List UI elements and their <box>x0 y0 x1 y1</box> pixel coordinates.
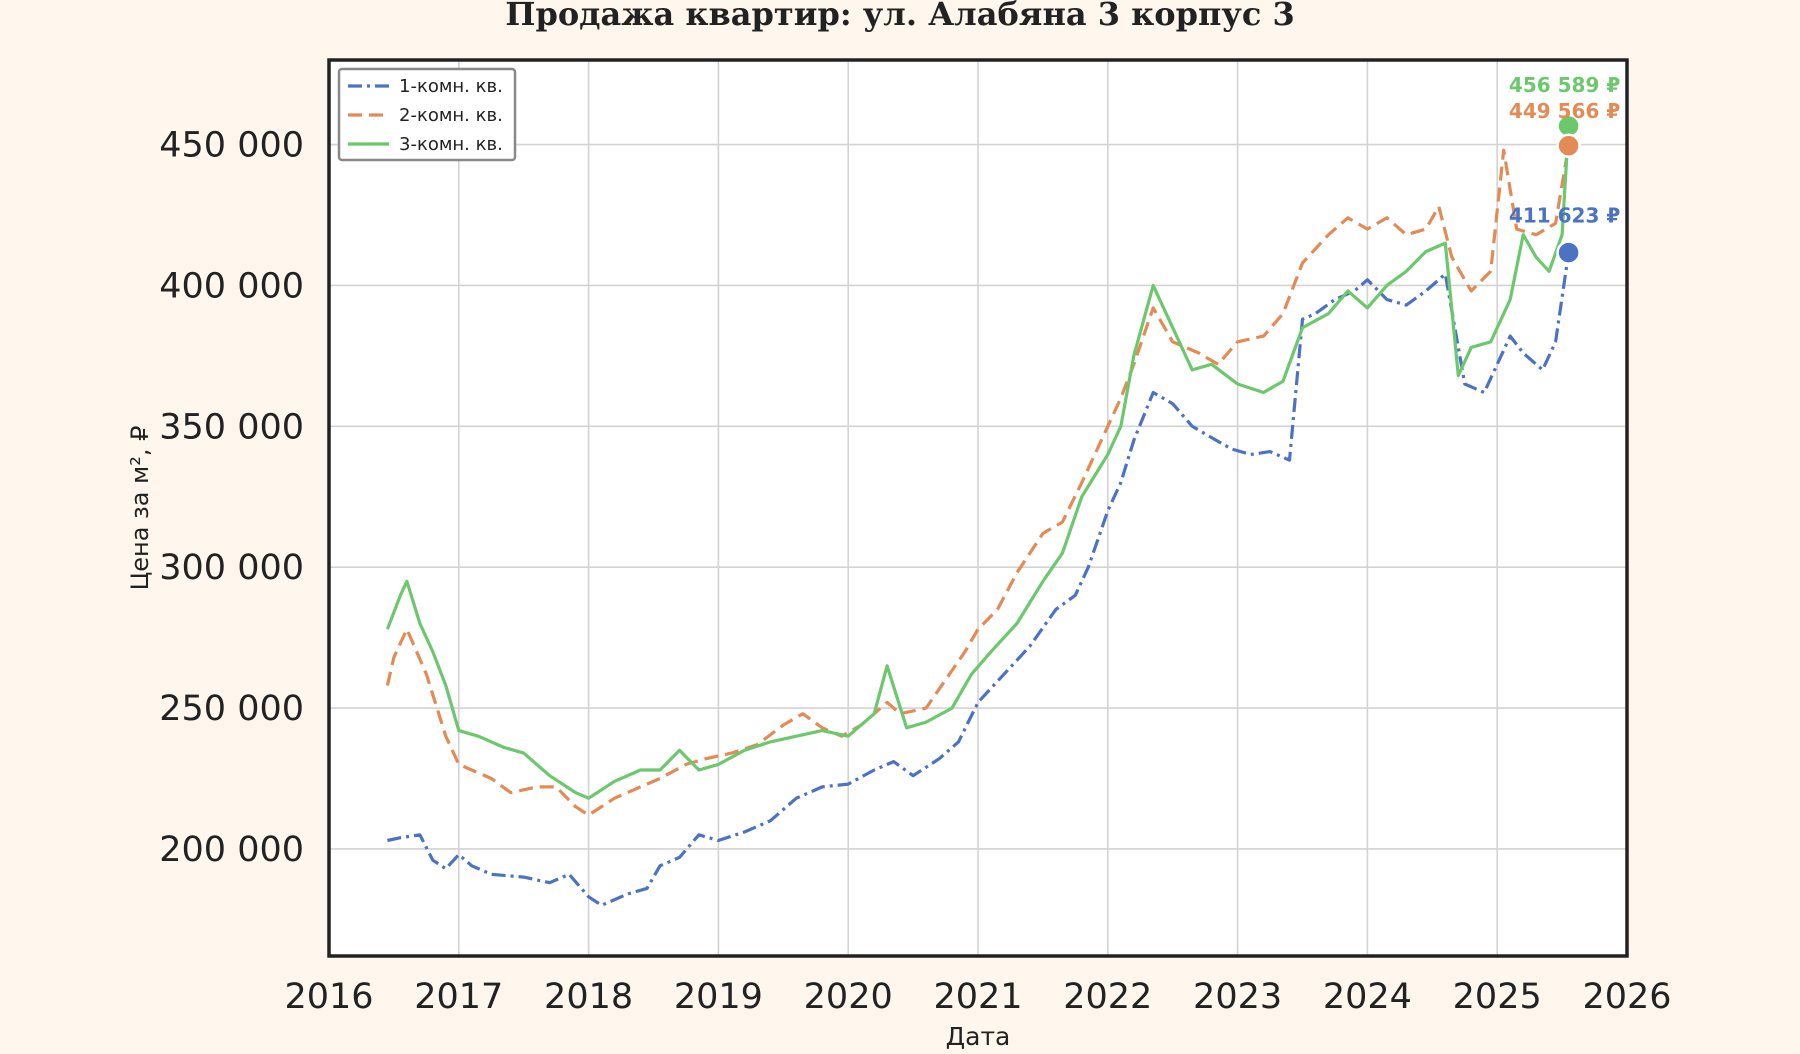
y-tick-label: 350 000 <box>159 407 304 447</box>
series-line-3 <box>385 125 1571 800</box>
x-tick-label: 2026 <box>1582 977 1671 1017</box>
legend-label: 1-комн. кв. <box>399 76 503 97</box>
x-tick-label: 2016 <box>284 977 373 1017</box>
x-tick-label: 2023 <box>1193 977 1282 1017</box>
plot-frame <box>327 58 1629 958</box>
end-point-marker <box>1556 240 1581 265</box>
legend-box <box>337 67 517 162</box>
series-line-2 <box>385 145 1571 817</box>
x-tick-label: 2022 <box>1063 977 1152 1017</box>
end-point-marker <box>1556 133 1581 159</box>
x-tick-label: 2019 <box>674 977 763 1017</box>
x-tick-label: 2017 <box>414 977 503 1017</box>
y-tick-label: 300 000 <box>159 548 304 588</box>
end-value-label: 449 566 ₽ <box>1509 99 1620 123</box>
end-value-label: 411 623 ₽ <box>1509 204 1620 228</box>
x-tick-label: 2018 <box>544 977 633 1017</box>
y-tick-label: 400 000 <box>159 266 304 306</box>
y-tick-label: 450 000 <box>159 126 304 166</box>
y-tick-label: 250 000 <box>159 689 304 729</box>
y-axis-label: Цена за м², ₽ <box>126 426 154 591</box>
y-tick-label: 200 000 <box>159 830 304 870</box>
x-tick-label: 2020 <box>804 977 893 1017</box>
x-tick-label: 2025 <box>1453 977 1542 1017</box>
end-value-label: 456 589 ₽ <box>1509 73 1620 97</box>
x-axis-label: Дата <box>946 1022 1011 1050</box>
series-line-1 <box>387 252 1571 907</box>
x-tick-label: 2021 <box>933 977 1022 1017</box>
x-tick-label: 2024 <box>1323 977 1412 1017</box>
chart-title: Продажа квартир: ул. Алабяна 3 корпус 3 <box>505 0 1295 33</box>
legend-label: 3-комн. кв. <box>399 134 503 155</box>
legend-label: 2-комн. кв. <box>399 105 503 126</box>
